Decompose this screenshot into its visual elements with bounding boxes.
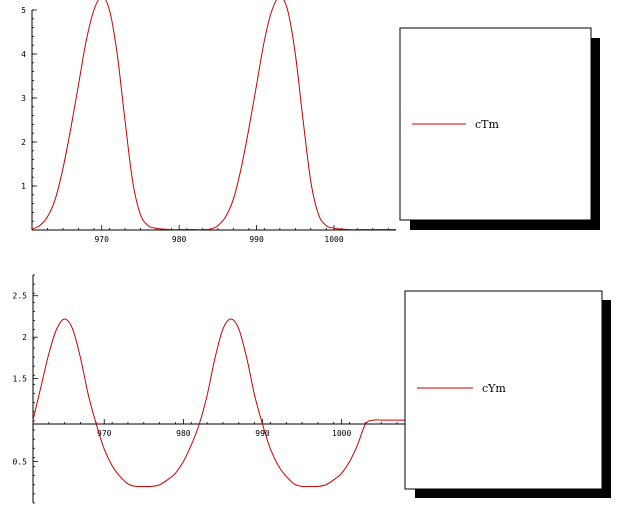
bottom-x-tick-label: 1000 [332, 429, 351, 438]
bottom-legend-box [404, 290, 603, 490]
top-series-cTm-line [31, 0, 396, 231]
bottom-y-tick-label: 1.5 [13, 375, 28, 384]
bottom-chart: 970 980 990 1000 0.5 1.5 2 2.5 cYm [13, 274, 611, 504]
top-y-tick-label: 5 [21, 6, 26, 15]
bottom-series-cYm-line [32, 318, 405, 488]
bottom-y-tick-label: 2 [22, 333, 27, 342]
top-y-tick-label: 4 [21, 50, 26, 59]
top-y-tick-label: 1 [21, 182, 26, 191]
bottom-y-tick-label: 2.5 [13, 292, 28, 301]
top-legend-label: cTm [475, 118, 499, 131]
bottom-legend-label: cYm [482, 382, 506, 395]
bottom-x-tick-label: 970 [97, 429, 112, 438]
top-x-tick-label: 970 [94, 235, 109, 244]
top-x-tick-label: 990 [249, 235, 264, 244]
top-chart: 970 980 990 1000 1 2 3 4 5 cTm [21, 0, 600, 244]
bottom-x-tick-label: 980 [176, 429, 191, 438]
top-x-tick-label: 1000 [324, 235, 343, 244]
top-y-tick-label: 3 [21, 94, 26, 103]
bottom-x-tick-label: 990 [255, 429, 270, 438]
bottom-y-tick-label: 0.5 [13, 458, 28, 467]
top-x-tick-label: 980 [172, 235, 187, 244]
top-y-tick-label: 2 [21, 138, 26, 147]
